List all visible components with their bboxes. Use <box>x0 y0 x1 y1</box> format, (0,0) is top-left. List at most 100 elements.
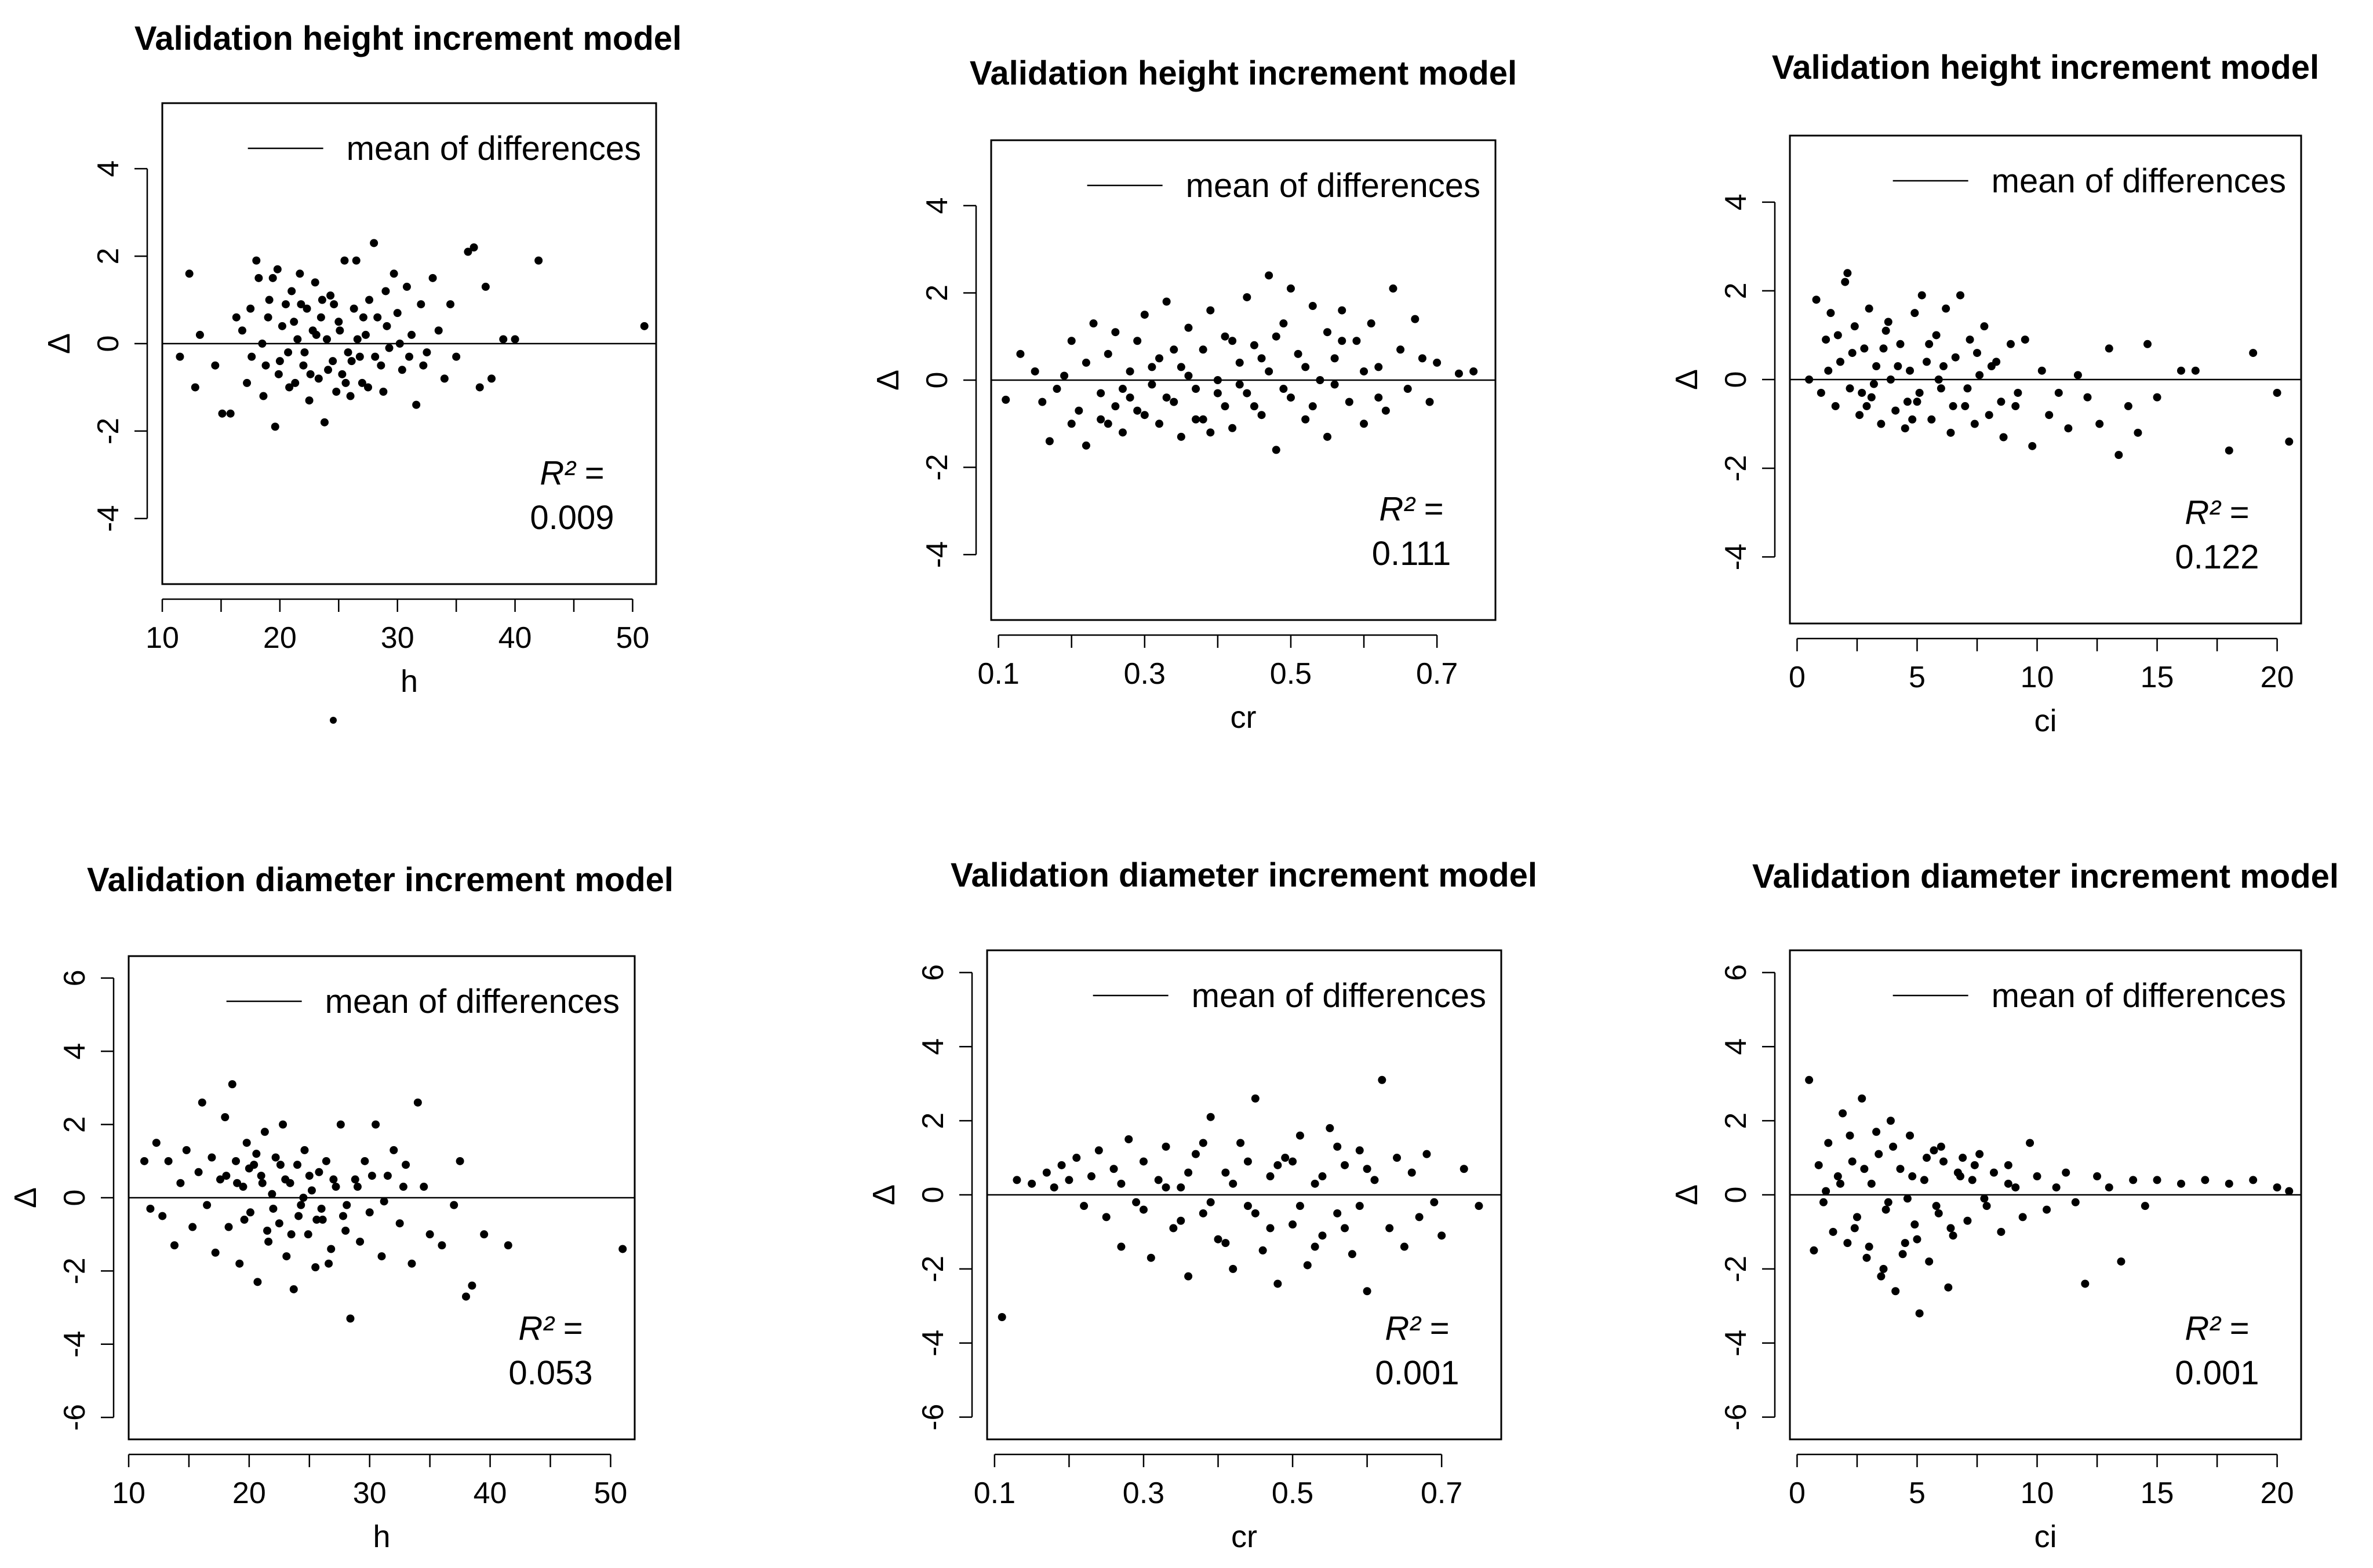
data-point <box>336 1120 345 1129</box>
y-tick-label: 2 <box>1719 282 1753 299</box>
data-point <box>1812 296 1821 304</box>
data-point <box>1031 367 1039 375</box>
data-point <box>407 1259 416 1268</box>
data-point <box>1961 402 1970 410</box>
data-point <box>1469 367 1478 375</box>
data-point <box>379 388 388 396</box>
data-point <box>2083 393 2092 402</box>
data-point <box>1959 1154 1967 1162</box>
data-point <box>276 1161 285 1169</box>
data-point <box>1266 1224 1275 1232</box>
data-point <box>1367 319 1375 328</box>
data-point <box>1966 336 1974 344</box>
data-point <box>1896 1165 1905 1173</box>
data-point <box>398 366 406 374</box>
y-tick-label: 4 <box>58 1043 92 1060</box>
data-point <box>299 1194 308 1202</box>
data-point <box>176 352 184 361</box>
r2-label: R² = <box>2185 1310 2249 1347</box>
data-point <box>1980 322 1989 331</box>
data-point <box>1855 411 1864 420</box>
data-point <box>1170 345 1178 354</box>
data-point <box>487 374 496 383</box>
data-point <box>1082 441 1090 450</box>
x-tick-label: 0.5 <box>1272 1476 1313 1510</box>
data-point <box>1949 402 1957 410</box>
data-point <box>1932 1202 1941 1210</box>
data-point <box>413 1098 422 1107</box>
chart-panel-2: Validation height increment model 0.1 0.3 0… <box>871 54 1517 735</box>
data-point <box>287 287 296 296</box>
data-point <box>1875 1150 1883 1158</box>
data-point <box>164 1157 173 1165</box>
data-point <box>258 340 267 348</box>
data-point <box>281 1175 290 1184</box>
data-point <box>305 396 314 405</box>
data-point <box>1289 1157 1297 1166</box>
x-tick-label: 5 <box>1909 1476 1926 1510</box>
data-point <box>300 348 309 357</box>
data-point <box>2143 340 2152 348</box>
data-point <box>377 361 385 370</box>
y-tick-label: 2 <box>916 1113 950 1129</box>
data-point <box>1265 367 1273 375</box>
data-point <box>1956 1172 1964 1181</box>
data-point <box>1311 1242 1319 1251</box>
data-point <box>1836 358 1844 366</box>
data-point <box>1050 1183 1058 1192</box>
data-point <box>1822 336 1830 344</box>
data-point <box>1243 389 1251 398</box>
x-tick-label: 0.3 <box>1124 657 1166 691</box>
chart-title: Validation height increment model <box>134 20 682 57</box>
data-point <box>1877 1272 1886 1281</box>
chart-title: Validation diameter increment model <box>87 861 674 899</box>
data-point <box>293 1161 301 1169</box>
data-point <box>299 361 308 370</box>
data-point <box>2037 366 2046 375</box>
data-point <box>395 340 404 348</box>
data-point <box>1822 1187 1830 1195</box>
data-point <box>1934 1209 1943 1217</box>
data-point <box>1829 1227 1837 1236</box>
data-point <box>1038 398 1047 406</box>
data-point <box>1016 349 1025 358</box>
data-point <box>2249 349 2258 358</box>
data-point <box>1886 375 1895 384</box>
r2-value: 0.111 <box>1372 535 1451 572</box>
data-point <box>1229 1179 1238 1188</box>
data-point <box>1972 349 1981 358</box>
data-point <box>1330 380 1339 389</box>
data-point <box>1333 1142 1342 1151</box>
r2-label: R² = <box>2185 494 2249 531</box>
data-point <box>1286 284 1295 293</box>
data-point <box>233 1179 242 1187</box>
data-point <box>1433 358 1442 367</box>
data-point <box>2249 1176 2258 1184</box>
data-point <box>1903 1194 1912 1203</box>
data-point <box>1814 1161 1823 1169</box>
y-tick-label: 4 <box>1719 194 1753 210</box>
data-point <box>2117 1257 2125 1266</box>
data-point <box>1057 1161 1066 1169</box>
r2-value: 0.001 <box>1375 1354 1459 1392</box>
data-point <box>1192 415 1200 424</box>
data-point <box>1970 420 1979 428</box>
data-point <box>208 1153 216 1162</box>
data-point <box>1221 1168 1230 1177</box>
data-point <box>312 1215 321 1224</box>
data-point <box>2273 388 2281 397</box>
data-point <box>1363 1287 1371 1296</box>
data-point <box>1370 1176 1379 1184</box>
data-point <box>226 409 235 418</box>
data-point <box>252 256 261 265</box>
data-point <box>338 370 347 378</box>
r2-symbol: R² <box>2185 1310 2222 1347</box>
data-point <box>1177 363 1185 371</box>
x-tick-label: 10 <box>145 621 179 655</box>
data-point <box>1910 1220 1919 1229</box>
data-point <box>1102 1213 1111 1221</box>
data-point <box>1148 380 1156 389</box>
data-point <box>2177 366 2185 375</box>
data-point <box>1846 384 1854 393</box>
chart-panel-3: Validation height increment model 0 5 10 15 2… <box>1669 49 2319 738</box>
